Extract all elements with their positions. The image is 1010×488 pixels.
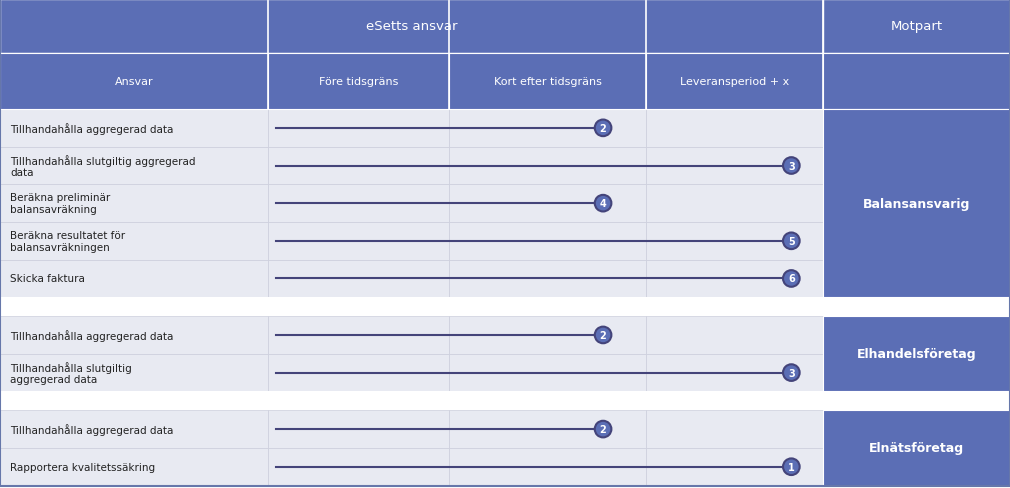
Bar bbox=[449, 185, 646, 223]
Text: Beräkna resultatet för
balansavräkningen: Beräkna resultatet för balansavräkningen bbox=[10, 230, 125, 252]
Bar bbox=[0, 147, 268, 185]
Bar bbox=[0, 391, 1010, 410]
Bar bbox=[0, 110, 268, 147]
Ellipse shape bbox=[595, 327, 611, 344]
Bar bbox=[268, 185, 449, 223]
Bar bbox=[449, 54, 646, 110]
Bar bbox=[449, 110, 646, 147]
Ellipse shape bbox=[783, 270, 800, 287]
Text: Tillhandahålla aggregerad data: Tillhandahålla aggregerad data bbox=[10, 329, 174, 341]
Text: 6: 6 bbox=[788, 274, 795, 284]
Text: Tillhandahålla slutgiltig aggregerad
data: Tillhandahålla slutgiltig aggregerad dat… bbox=[10, 154, 196, 178]
Bar bbox=[449, 448, 646, 486]
Text: Elhandelsföretag: Elhandelsföretag bbox=[856, 347, 977, 361]
Text: 3: 3 bbox=[788, 368, 795, 378]
Bar bbox=[646, 410, 823, 448]
Bar bbox=[646, 147, 823, 185]
Text: Tillhandahålla slutgiltig
aggregerad data: Tillhandahålla slutgiltig aggregerad dat… bbox=[10, 361, 132, 385]
Bar bbox=[268, 147, 449, 185]
Text: Före tidsgräns: Före tidsgräns bbox=[319, 77, 398, 87]
Text: Rapportera kvalitetssäkring: Rapportera kvalitetssäkring bbox=[10, 462, 156, 472]
Bar bbox=[0, 223, 268, 260]
Text: Tillhandahålla aggregerad data: Tillhandahålla aggregerad data bbox=[10, 423, 174, 435]
Bar bbox=[268, 448, 449, 486]
Ellipse shape bbox=[783, 365, 800, 381]
Text: 4: 4 bbox=[600, 199, 606, 209]
Bar bbox=[268, 410, 449, 448]
Bar bbox=[646, 448, 823, 486]
Bar bbox=[268, 110, 449, 147]
Bar bbox=[823, 317, 1010, 391]
Bar bbox=[449, 260, 646, 298]
Bar bbox=[0, 0, 823, 54]
Ellipse shape bbox=[783, 158, 800, 175]
Bar bbox=[646, 54, 823, 110]
Text: 2: 2 bbox=[600, 330, 606, 340]
Text: Motpart: Motpart bbox=[891, 20, 942, 33]
Bar bbox=[823, 410, 1010, 486]
Text: Skicka faktura: Skicka faktura bbox=[10, 274, 85, 284]
Bar bbox=[823, 54, 1010, 110]
Text: Kort efter tidsgräns: Kort efter tidsgräns bbox=[494, 77, 602, 87]
Text: 1: 1 bbox=[788, 462, 795, 472]
Bar bbox=[449, 223, 646, 260]
Bar bbox=[449, 316, 646, 354]
Text: Balansansvarig: Balansansvarig bbox=[863, 197, 971, 210]
Bar bbox=[0, 298, 1010, 316]
Bar bbox=[268, 316, 449, 354]
Bar bbox=[0, 354, 268, 391]
Bar bbox=[823, 0, 1010, 54]
Text: 3: 3 bbox=[788, 161, 795, 171]
Bar bbox=[449, 410, 646, 448]
Text: Beräkna preliminär
balansavräkning: Beräkna preliminär balansavräkning bbox=[10, 193, 110, 215]
Bar bbox=[0, 316, 268, 354]
Bar bbox=[0, 486, 1010, 488]
Bar bbox=[646, 354, 823, 391]
Bar bbox=[646, 316, 823, 354]
Bar bbox=[268, 223, 449, 260]
Text: Leveransperiod + x: Leveransperiod + x bbox=[680, 77, 790, 87]
Text: Ansvar: Ansvar bbox=[114, 77, 154, 87]
Bar bbox=[449, 354, 646, 391]
Bar bbox=[0, 410, 268, 448]
Text: 5: 5 bbox=[788, 236, 795, 246]
Bar bbox=[0, 54, 268, 110]
Bar bbox=[646, 223, 823, 260]
Text: 2: 2 bbox=[600, 123, 606, 134]
Ellipse shape bbox=[595, 196, 611, 212]
Bar bbox=[646, 260, 823, 298]
Ellipse shape bbox=[595, 421, 611, 437]
Bar bbox=[0, 260, 268, 298]
Bar bbox=[0, 185, 268, 223]
Ellipse shape bbox=[783, 233, 800, 249]
Bar bbox=[268, 354, 449, 391]
Text: Elnätsföretag: Elnätsföretag bbox=[869, 442, 965, 454]
Text: 2: 2 bbox=[600, 424, 606, 434]
Text: Tillhandahålla aggregerad data: Tillhandahålla aggregerad data bbox=[10, 122, 174, 135]
Bar bbox=[646, 185, 823, 223]
Bar bbox=[823, 110, 1010, 298]
Bar bbox=[268, 54, 449, 110]
Ellipse shape bbox=[595, 121, 611, 137]
Bar bbox=[646, 110, 823, 147]
Bar bbox=[0, 448, 268, 486]
Bar bbox=[268, 260, 449, 298]
Text: eSetts ansvar: eSetts ansvar bbox=[366, 20, 458, 33]
Ellipse shape bbox=[783, 459, 800, 475]
Bar bbox=[449, 147, 646, 185]
